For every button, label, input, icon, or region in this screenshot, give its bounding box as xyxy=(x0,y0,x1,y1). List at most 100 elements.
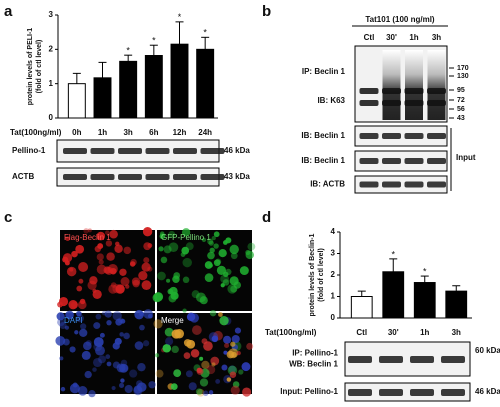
blot-band xyxy=(359,133,379,139)
cell xyxy=(99,332,105,338)
blot-band xyxy=(118,174,142,180)
cell xyxy=(211,362,216,367)
cell xyxy=(221,364,228,371)
cell xyxy=(201,360,210,369)
y-tick-label: 3 xyxy=(331,249,336,258)
cell xyxy=(232,381,240,388)
cell xyxy=(228,365,237,373)
micrograph-label: Merge xyxy=(161,316,184,325)
cell xyxy=(65,311,74,320)
blot-band xyxy=(427,88,446,94)
cell xyxy=(171,345,179,354)
blot-band xyxy=(404,181,424,188)
cell xyxy=(75,244,85,254)
x-tick-label: 30' xyxy=(388,328,399,337)
cell xyxy=(114,337,122,345)
cell xyxy=(236,350,241,356)
cell xyxy=(123,246,132,255)
significance: * xyxy=(152,36,156,46)
cell xyxy=(129,261,136,267)
cell xyxy=(162,343,172,353)
cell xyxy=(174,328,185,339)
cell xyxy=(79,328,88,338)
blot-smear xyxy=(405,50,423,120)
cell xyxy=(84,370,92,379)
blot-frame xyxy=(344,382,471,402)
y-axis-label: protein levels of Beclin-1 xyxy=(309,233,316,316)
cell xyxy=(183,352,191,360)
cell xyxy=(77,386,88,396)
bar xyxy=(350,296,373,319)
blot-band xyxy=(404,158,424,164)
cell xyxy=(119,268,127,276)
bar xyxy=(119,60,138,119)
cell xyxy=(186,312,196,322)
cell xyxy=(230,252,238,260)
panel-label: c xyxy=(4,209,12,226)
cell xyxy=(246,342,254,350)
cell xyxy=(115,241,120,247)
cell xyxy=(96,264,107,275)
y-axis-label: protein levels of PELI-1 xyxy=(27,28,34,106)
cell xyxy=(139,324,145,331)
blot-band xyxy=(379,356,403,363)
cell xyxy=(164,327,174,337)
cell xyxy=(166,278,171,283)
cell xyxy=(124,384,133,394)
y-tick-label: 2 xyxy=(49,44,54,53)
lane-label: 30' xyxy=(386,33,397,42)
cell xyxy=(165,337,174,346)
blot-band xyxy=(359,100,379,106)
cell xyxy=(204,273,214,282)
cell xyxy=(106,361,112,367)
cell xyxy=(215,379,221,384)
blot-band xyxy=(427,133,446,139)
cell xyxy=(172,275,180,283)
panel-label: d xyxy=(262,209,271,226)
cell xyxy=(182,257,192,268)
cell xyxy=(199,356,204,361)
blot-band xyxy=(118,148,142,154)
x-tick-label: 12h xyxy=(173,128,187,137)
panel-label: b xyxy=(262,3,271,20)
blot-band xyxy=(441,356,465,363)
cell xyxy=(208,390,214,395)
cell xyxy=(220,283,225,288)
blot-band xyxy=(382,181,401,188)
cell xyxy=(180,252,186,257)
blot-band xyxy=(90,174,115,180)
marker-label: 56 xyxy=(457,106,465,113)
y-axis-label: (fold of ctl level) xyxy=(36,40,43,94)
cell xyxy=(173,369,182,378)
cell xyxy=(231,334,240,344)
bar xyxy=(196,48,215,119)
cell xyxy=(226,377,232,382)
cell xyxy=(230,385,240,395)
x-axis-label: Tat(100ng/ml) xyxy=(10,128,62,137)
cell xyxy=(130,258,137,266)
blot-band xyxy=(410,389,434,396)
blot-label: IB: Beclin 1 xyxy=(301,131,345,140)
bar xyxy=(93,77,112,119)
cell xyxy=(60,386,66,392)
cell xyxy=(92,288,97,293)
blot-smear xyxy=(360,50,378,120)
y-tick-label: 1 xyxy=(331,292,336,301)
cell xyxy=(108,284,118,294)
cell xyxy=(208,240,214,246)
cell xyxy=(139,312,144,317)
blot-size: 60 kDa xyxy=(475,346,500,355)
cell xyxy=(65,236,70,242)
y-tick-label: 4 xyxy=(331,227,336,236)
cell xyxy=(222,240,228,245)
blot-label: IB: K63 xyxy=(317,96,345,105)
cell xyxy=(155,369,164,378)
cell xyxy=(218,312,223,317)
blot-band xyxy=(379,389,403,396)
cell xyxy=(209,247,215,253)
blot-size: 43 kDa xyxy=(224,172,250,181)
cell xyxy=(199,378,209,387)
cell xyxy=(137,362,146,372)
cell xyxy=(182,308,187,313)
blot-label: IP: Beclin 1 xyxy=(302,67,346,76)
